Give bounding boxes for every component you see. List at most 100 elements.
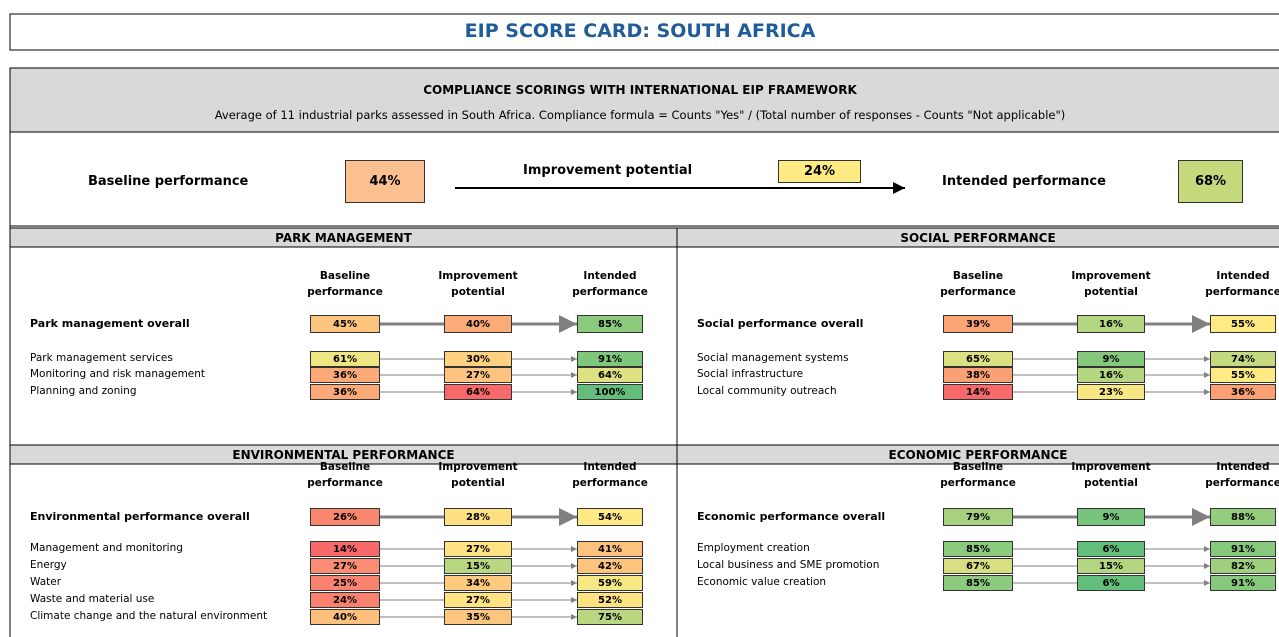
row-label: Social infrastructure (697, 368, 804, 380)
summary-box (9, 131, 1279, 227)
score-cell: 38% (943, 367, 1013, 383)
score-cell: 64% (444, 384, 512, 400)
column-header: Baseline performance (940, 270, 1016, 298)
score-cell: 16% (1077, 367, 1145, 383)
score-cell: 39% (943, 315, 1013, 333)
row-label: Employment creation (697, 542, 810, 554)
score-cell: 91% (1210, 541, 1276, 557)
score-cell: 40% (310, 609, 380, 625)
score-cell: 42% (577, 558, 643, 574)
column-header: Intended performance (1205, 270, 1279, 298)
score-cell: 40% (444, 315, 512, 333)
column-header: Baseline performance (307, 461, 383, 489)
score-cell: 14% (310, 541, 380, 557)
summary-value: 24% (778, 160, 861, 183)
score-cell: 15% (444, 558, 512, 574)
section-title: ECONOMIC PERFORMANCE (888, 448, 1068, 462)
row-label: Environmental performance overall (30, 510, 250, 523)
score-cell: 85% (943, 575, 1013, 591)
score-cell: 82% (1210, 558, 1276, 574)
row-label: Water (30, 576, 62, 588)
score-cell: 16% (1077, 315, 1145, 333)
score-cell: 25% (310, 575, 380, 591)
section-title: PARK MANAGEMENT (275, 231, 412, 245)
column-header: Intended performance (572, 461, 648, 489)
column-header: Improvement potential (438, 461, 518, 489)
framework-subtitle: Average of 11 industrial parks assessed … (214, 108, 1066, 122)
row-label: Park management services (30, 352, 173, 364)
score-cell: 41% (577, 541, 643, 557)
score-cell: 35% (444, 609, 512, 625)
column-header: Intended performance (572, 270, 648, 298)
section-header-bg (676, 227, 1279, 248)
row-label: Economic value creation (697, 576, 827, 588)
score-cell: 36% (310, 384, 380, 400)
score-cell: 75% (577, 609, 643, 625)
score-cell: 27% (444, 541, 512, 557)
row-label: Planning and zoning (30, 385, 137, 397)
summary-label: Intended performance (942, 174, 1106, 189)
row-label: Park management overall (30, 317, 190, 330)
score-cell: 9% (1077, 508, 1145, 526)
score-cell: 61% (310, 351, 380, 367)
score-cell: 64% (577, 367, 643, 383)
score-cell: 85% (943, 541, 1013, 557)
score-cell: 27% (444, 592, 512, 608)
framework-box (9, 67, 1279, 133)
row-label: Climate change and the natural environme… (30, 610, 268, 622)
row-label: Management and monitoring (30, 542, 183, 554)
score-cell: 15% (1077, 558, 1145, 574)
score-cell: 26% (310, 508, 380, 526)
row-label: Economic performance overall (697, 510, 886, 523)
column-header: Improvement potential (1071, 461, 1151, 489)
row-label: Waste and material use (30, 593, 155, 605)
score-cell: 59% (577, 575, 643, 591)
score-cell: 6% (1077, 575, 1145, 591)
summary-label: Baseline performance (88, 174, 249, 189)
row-label: Local community outreach (697, 385, 837, 397)
column-header: Baseline performance (940, 461, 1016, 489)
score-cell: 28% (444, 508, 512, 526)
score-cell: 6% (1077, 541, 1145, 557)
column-header: Baseline performance (307, 270, 383, 298)
score-cell: 27% (444, 367, 512, 383)
score-cell: 54% (577, 508, 643, 526)
score-cell: 100% (577, 384, 643, 400)
score-cell: 36% (310, 367, 380, 383)
score-cell: 65% (943, 351, 1013, 367)
score-cell: 23% (1077, 384, 1145, 400)
score-cell: 79% (943, 508, 1013, 526)
row-label: Social performance overall (697, 317, 864, 330)
summary-value: 44% (345, 160, 425, 203)
row-label: Monitoring and risk management (30, 368, 206, 380)
score-cell: 67% (943, 558, 1013, 574)
summary-value: 68% (1178, 160, 1243, 203)
title-box (9, 13, 1279, 51)
score-cell: 24% (310, 592, 380, 608)
score-cell: 55% (1210, 367, 1276, 383)
score-cell: 36% (1210, 384, 1276, 400)
score-cell: 52% (577, 592, 643, 608)
row-label: Social management systems (697, 352, 849, 364)
score-cell: 45% (310, 315, 380, 333)
title: EIP SCORE CARD: SOUTH AFRICA (464, 20, 816, 42)
score-cell: 27% (310, 558, 380, 574)
score-cell: 30% (444, 351, 512, 367)
column-header: Intended performance (1205, 461, 1279, 489)
score-cell: 91% (577, 351, 643, 367)
score-cell: 55% (1210, 315, 1276, 333)
score-cell: 9% (1077, 351, 1145, 367)
column-header: Improvement potential (438, 270, 518, 298)
score-cell: 74% (1210, 351, 1276, 367)
row-label: Energy (30, 559, 67, 571)
score-cell: 91% (1210, 575, 1276, 591)
score-cell: 85% (577, 315, 643, 333)
column-header: Improvement potential (1071, 270, 1151, 298)
section-title: ENVIRONMENTAL PERFORMANCE (232, 448, 455, 462)
framework-title: COMPLIANCE SCORINGS WITH INTERNATIONAL E… (423, 83, 857, 97)
summary-label: Improvement potential (523, 163, 693, 178)
score-cell: 34% (444, 575, 512, 591)
row-label: Local business and SME promotion (697, 559, 880, 571)
